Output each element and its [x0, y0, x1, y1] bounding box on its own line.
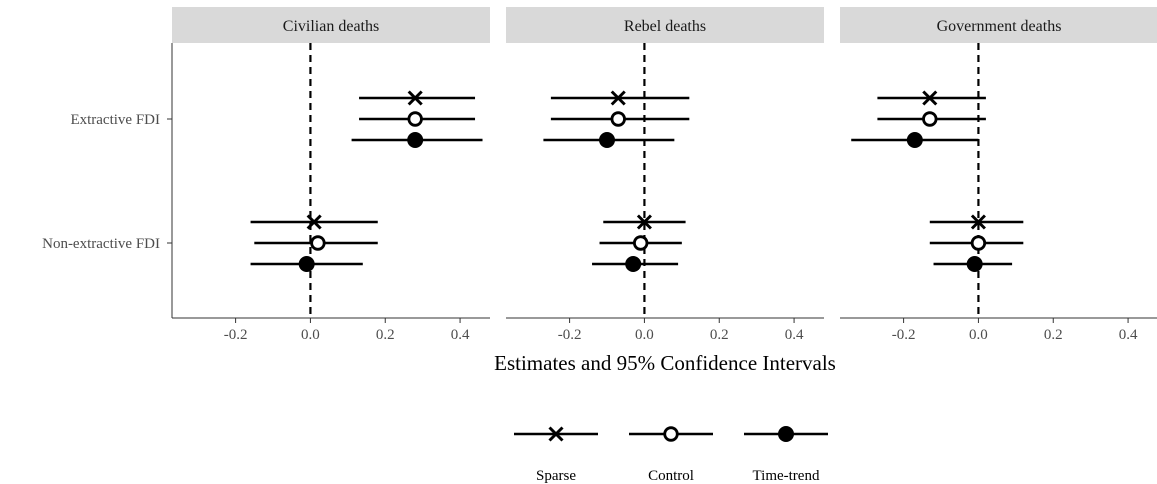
x-axis-title: Estimates and 95% Confidence Intervals — [494, 351, 836, 375]
x-tick-label: 0.0 — [301, 327, 320, 343]
point-estimate — [306, 214, 322, 230]
point-estimate — [922, 90, 938, 106]
x-tick-label: 0.4 — [1119, 327, 1138, 343]
point-estimate — [970, 214, 986, 230]
point-estimate — [610, 90, 626, 106]
legend-label: Control — [648, 468, 694, 484]
point-estimate — [599, 132, 616, 148]
facet-panel: Rebel deaths -0.2 0.0 0.2 0.4 — [506, 7, 824, 343]
legend-label: Time-trend — [753, 468, 820, 484]
facet-strip — [172, 7, 490, 43]
point-estimate — [625, 256, 642, 272]
legend-marker — [663, 426, 679, 442]
facet-title: Government deaths — [937, 18, 1062, 35]
facet-panel: Civilian deaths -0.2 0.0 0.2 0.4 — [171, 7, 490, 343]
x-tick-label: 0.0 — [969, 327, 988, 343]
facet-title: Civilian deaths — [283, 18, 379, 35]
point-estimate — [407, 111, 423, 127]
legend-marker — [778, 426, 794, 442]
legend: Sparse Control Time-trend — [514, 426, 828, 484]
point-estimate — [298, 256, 315, 272]
y-tick-label: Non-extractive FDI — [42, 236, 160, 252]
point-estimate — [906, 132, 923, 148]
point-estimate — [970, 235, 987, 251]
point-estimate — [407, 90, 423, 106]
facet-strip — [840, 7, 1157, 43]
x-tick-label: -0.2 — [558, 327, 582, 343]
x-tick-label: 0.4 — [785, 327, 804, 343]
legend-item: Time-trend — [744, 426, 828, 484]
legend-marker — [548, 426, 564, 442]
facet-title: Rebel deaths — [624, 18, 706, 35]
legend-item: Control — [629, 426, 713, 484]
x-tick-label: 0.2 — [1044, 327, 1063, 343]
facet-strip — [506, 7, 824, 43]
x-tick-label: 0.2 — [710, 327, 729, 343]
point-estimate — [966, 256, 983, 272]
point-estimate — [407, 132, 424, 148]
legend-item: Sparse — [514, 426, 598, 484]
x-tick-label: 0.0 — [635, 327, 654, 343]
point-estimate — [922, 111, 938, 127]
y-axis: Extractive FDI Non-extractive FDI — [42, 112, 172, 252]
legend-label: Sparse — [536, 468, 576, 484]
point-estimate — [632, 235, 649, 251]
x-tick-label: 0.2 — [376, 327, 395, 343]
point-estimate — [610, 111, 626, 127]
facet-panel: Government deaths -0.2 0.0 0.2 0.4 — [840, 7, 1157, 343]
point-estimate — [310, 235, 326, 251]
point-estimate — [636, 214, 652, 230]
x-tick-label: -0.2 — [892, 327, 916, 343]
x-tick-label: 0.4 — [451, 327, 470, 343]
y-tick-label: Extractive FDI — [70, 112, 160, 128]
x-tick-label: -0.2 — [224, 327, 248, 343]
